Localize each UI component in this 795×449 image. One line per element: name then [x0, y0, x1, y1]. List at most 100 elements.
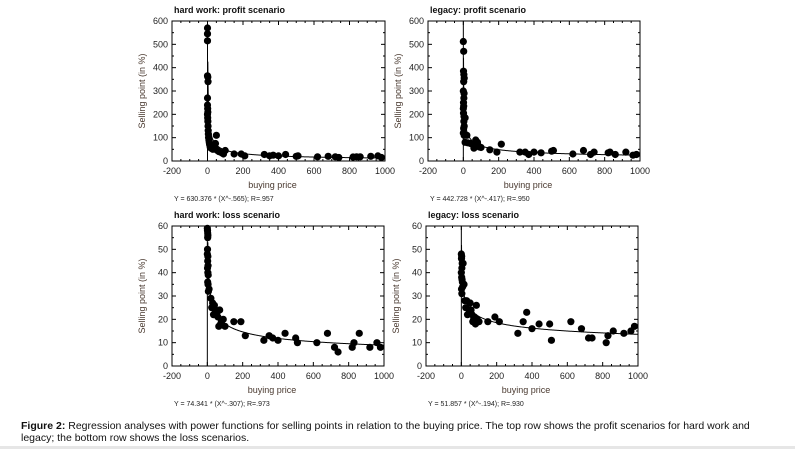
y-tick-label: 300	[409, 86, 424, 96]
y-tick-label: 10	[158, 338, 168, 348]
y-axis-label: Selling point (in %)	[393, 53, 403, 128]
data-point	[237, 318, 245, 326]
x-tick-label: 0	[205, 371, 210, 381]
y-tick-label: 600	[409, 16, 424, 26]
data-point	[588, 334, 596, 342]
data-point	[313, 339, 321, 347]
data-point	[604, 332, 612, 340]
x-tick-label: 1000	[630, 166, 650, 176]
y-tick-label: 200	[153, 109, 168, 119]
x-tick-label: 0	[461, 166, 466, 176]
x-tick-label: -200	[163, 166, 181, 176]
data-point	[323, 329, 332, 337]
data-point	[269, 151, 277, 159]
x-tick-label: 400	[270, 371, 285, 381]
data-point	[204, 78, 212, 86]
panel-title: legacy: profit scenario	[430, 5, 527, 15]
y-tick-label: 40	[412, 268, 422, 278]
y-tick-label: 600	[153, 16, 168, 26]
data-point	[230, 318, 238, 326]
y-tick-label: 100	[409, 133, 424, 143]
x-tick-label: 200	[235, 371, 250, 381]
x-tick-label: -200	[419, 166, 437, 176]
data-point	[491, 313, 499, 321]
figure-caption: Figure 2: Regression analyses with power…	[21, 420, 781, 444]
data-point	[281, 329, 289, 337]
data-point	[366, 343, 374, 351]
data-point	[203, 94, 212, 102]
data-point	[514, 329, 522, 337]
data-point	[204, 234, 212, 242]
data-point	[530, 148, 538, 156]
x-tick-label: 400	[526, 166, 541, 176]
x-axis-label: buying price	[504, 180, 553, 190]
y-tick-label: 20	[158, 314, 168, 324]
data-point	[567, 318, 575, 326]
data-point	[493, 148, 501, 156]
x-tick-label: 1000	[375, 166, 395, 176]
x-tick-label: 1000	[374, 371, 394, 381]
data-point	[519, 318, 527, 326]
data-point	[241, 332, 249, 340]
y-tick-label: 500	[409, 39, 424, 49]
y-tick-label: 30	[158, 291, 168, 301]
data-point	[535, 320, 543, 328]
data-point	[602, 339, 610, 347]
plot-frame	[171, 20, 386, 162]
data-point	[203, 37, 212, 45]
x-tick-label: 600	[560, 371, 575, 381]
y-tick-label: 10	[412, 338, 422, 348]
data-point	[528, 325, 536, 333]
x-axis-label: buying price	[248, 385, 297, 395]
data-point	[230, 150, 238, 158]
panel-title: hard work: loss scenario	[174, 210, 281, 220]
fit-curve	[463, 57, 641, 156]
y-tick-label: 100	[153, 133, 168, 143]
data-point	[516, 148, 524, 156]
data-point	[367, 152, 375, 160]
data-point	[355, 329, 363, 337]
data-point	[221, 322, 229, 330]
data-point	[203, 24, 212, 32]
data-point	[260, 336, 268, 344]
data-point	[356, 153, 364, 161]
x-axis-label: buying price	[502, 385, 551, 395]
data-point	[484, 318, 492, 326]
y-tick-label: 60	[158, 221, 168, 231]
x-tick-label: 800	[595, 371, 610, 381]
data-point	[458, 290, 466, 298]
regression-equation: Y = 74.341 * (X^-.307); R=.973	[174, 401, 270, 408]
data-point	[313, 153, 322, 161]
data-point	[203, 30, 212, 38]
data-point	[466, 299, 474, 307]
data-point	[609, 327, 617, 335]
data-point	[335, 153, 343, 162]
data-point	[577, 325, 586, 333]
x-tick-label: 400	[271, 166, 286, 176]
data-point	[204, 271, 212, 279]
plots-canvas: hard work: profit scenario buying price …	[137, 5, 650, 408]
data-point	[546, 320, 554, 328]
x-tick-label: 800	[341, 371, 356, 381]
y-tick-label: 0	[163, 361, 168, 371]
x-tick-label: 600	[306, 166, 321, 176]
y-tick-label: 60	[412, 221, 422, 231]
data-point	[579, 146, 588, 155]
data-point	[377, 153, 386, 162]
data-point	[219, 315, 227, 323]
y-tick-label: 50	[158, 244, 168, 254]
panel-hard-work-profit: hard work: profit scenario buying price …	[137, 5, 395, 203]
x-tick-label: 0	[205, 166, 210, 176]
data-point	[274, 336, 282, 344]
data-point	[475, 318, 483, 326]
data-point	[376, 343, 385, 351]
data-point	[537, 149, 545, 157]
y-tick-label: 400	[409, 63, 424, 73]
data-point	[459, 37, 467, 46]
data-point	[495, 318, 503, 326]
x-tick-label: 600	[562, 166, 577, 176]
panel-title: legacy: loss scenario	[428, 210, 520, 220]
data-point	[523, 308, 531, 316]
data-point	[241, 152, 249, 160]
